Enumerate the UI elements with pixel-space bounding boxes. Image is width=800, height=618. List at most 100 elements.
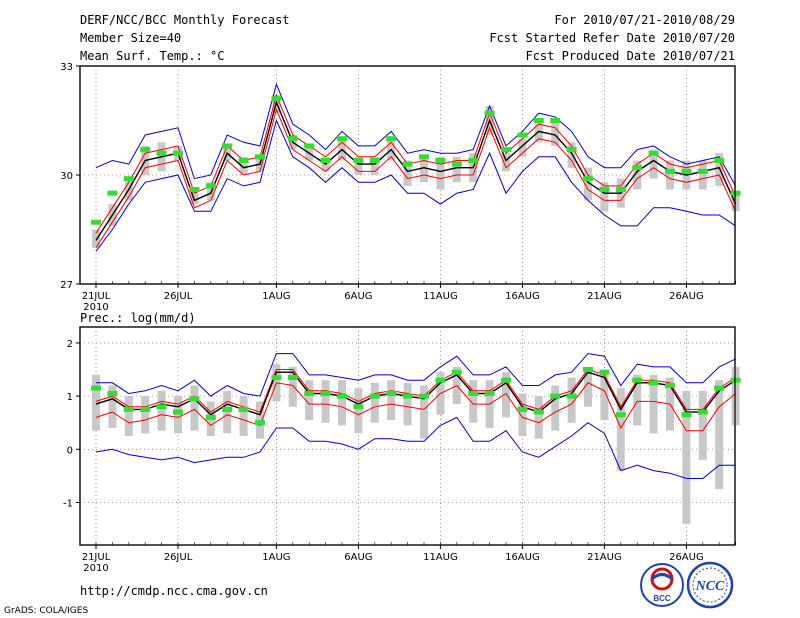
temp-percentile-box: [452, 156, 461, 183]
grads-credit: GrADS: COLA/IGES: [4, 606, 88, 616]
prec-observed-marker: [156, 404, 167, 410]
prec-observed-marker: [320, 390, 331, 396]
prec-observed-marker: [222, 406, 233, 412]
temp-observed-marker: [533, 118, 544, 123]
temp-observed-marker: [468, 157, 479, 163]
temp-observed-marker: [173, 150, 183, 156]
temp-percentile-box: [551, 120, 560, 146]
prec-x-tick-label: 26JUL: [164, 552, 193, 563]
prec-observed-marker: [599, 369, 610, 375]
temp-observed-marker: [238, 157, 249, 163]
temp-observed-marker: [189, 187, 200, 193]
prec-percentile-box: [338, 380, 346, 426]
temp-x-tick-label: 26JUL: [164, 291, 193, 302]
temp-x-tick-label: 26AUG: [669, 291, 704, 302]
prec-max-envelope-line: [96, 353, 736, 397]
prec-frame-overlay: [79, 326, 736, 546]
prec-percentile-box: [321, 380, 330, 423]
prec-y-tick-label: 0: [67, 445, 73, 456]
prec-observed-marker: [91, 385, 101, 391]
temp-percentile-box: [633, 160, 642, 190]
temp-observed-marker: [484, 110, 495, 116]
prec-observed-marker: [632, 377, 643, 383]
temp-percentile-box: [370, 156, 379, 175]
temp-percentile-box: [420, 156, 428, 183]
temp-y-tick-label: 30: [60, 171, 73, 182]
prec-x-year-label: 2010: [83, 563, 108, 574]
temp-min-envelope-line: [95, 119, 736, 252]
prec-observed-marker: [386, 390, 397, 396]
source-url[interactable]: http://cmdp.ncc.cma.gov.cn: [80, 584, 268, 598]
prec-observed-marker: [238, 406, 249, 412]
prec-percentile-box: [518, 393, 527, 436]
temp-x-tick-label: 21AUG: [587, 291, 622, 302]
prec-observed-marker: [419, 393, 429, 399]
temp-observed-marker: [615, 187, 626, 193]
prec-percentile-box: [698, 390, 707, 460]
temp-percentile-box: [190, 189, 199, 205]
temp-observed-marker: [271, 96, 282, 102]
prec-percentile-box: [157, 390, 166, 431]
prec-percentile-box: [403, 382, 412, 426]
temp-percentile-box: [403, 160, 412, 186]
prec-observed-marker: [353, 404, 364, 410]
temp-observed-marker: [304, 143, 315, 149]
prec-x-tick-label: 11AUG: [423, 552, 458, 563]
temp-observed-marker: [353, 157, 364, 163]
temp-observed-marker: [566, 147, 577, 153]
temp-lower-spread-line: [95, 108, 737, 248]
prec-observed-marker: [714, 385, 725, 391]
precipitation-panel: 21JUL 26JUL 1AUG 6AUG 11AUG 16AUG 21AUG 26AUG20…: [63, 326, 741, 574]
prec-percentile-box: [534, 396, 543, 439]
prec-observed-marker: [255, 420, 265, 426]
prec-percentile-box: [141, 396, 150, 434]
temp-observed-marker: [501, 147, 511, 153]
temp-x-tick-label: 11AUG: [423, 291, 458, 302]
prec-y-tick-label: 1: [67, 392, 73, 403]
prec-observed-marker: [287, 375, 298, 381]
temp-upper-spread-line: [95, 93, 737, 234]
temp-percentile-box: [698, 160, 707, 190]
prec-x-tick-label: 26AUG: [669, 552, 704, 563]
prec-percentile-box: [256, 401, 264, 439]
prec-percentile-box: [682, 390, 691, 524]
temp-percentile-box: [239, 156, 248, 175]
temp-y-tick-label: 27: [60, 280, 73, 291]
temp-observed-marker: [550, 118, 561, 123]
prec-observed-marker: [550, 393, 561, 399]
prec-x-tick-label: 16AUG: [505, 552, 540, 563]
prec-percentile-box: [305, 380, 314, 421]
prec-percentile-box: [190, 385, 199, 431]
prec-observed-marker: [402, 393, 413, 399]
prec-percentile-box: [387, 380, 396, 421]
prec-observed-marker: [583, 367, 593, 373]
prec-upper-spread-line: [95, 368, 736, 413]
temp-observed-marker: [714, 157, 725, 163]
prec-observed-marker: [337, 393, 347, 399]
prec-observed-marker: [648, 380, 659, 386]
fcst-produced-date: Fcst Produced Date 2010/07/21: [525, 49, 735, 63]
chart-title: DERF/NCC/BCC Monthly Forecast: [80, 13, 290, 27]
temp-observed-marker: [205, 183, 216, 189]
temperature-panel: 21JUL 26JUL 1AUG 6AUG 11AUG 16AUG 21AUG 26AUG 20…: [60, 62, 741, 313]
prec-y-tick-label: -1: [63, 498, 73, 509]
prec-observed-marker: [484, 390, 495, 396]
prec-percentile-box: [633, 374, 642, 426]
prec-percentile-box: [600, 369, 609, 421]
temp-frame-overlay: [79, 65, 736, 285]
prec-percentile-box: [92, 374, 100, 431]
prec-observed-marker: [451, 369, 462, 375]
prec-observed-marker: [369, 393, 380, 399]
temp-x-tick-label: 21JUL: [82, 291, 111, 302]
prec-observed-marker: [566, 393, 577, 399]
temp-observed-marker: [337, 136, 347, 142]
prec-percentile-box: [239, 396, 248, 436]
prec-observed-marker: [615, 412, 626, 418]
temp-percentile-box: [518, 138, 527, 157]
temp-percentile-box: [206, 182, 215, 201]
prec-percentile-box: [108, 385, 117, 429]
prec-observed-marker: [468, 390, 479, 396]
prec-observed-marker: [681, 412, 692, 418]
prec-percentile-box: [502, 372, 510, 418]
